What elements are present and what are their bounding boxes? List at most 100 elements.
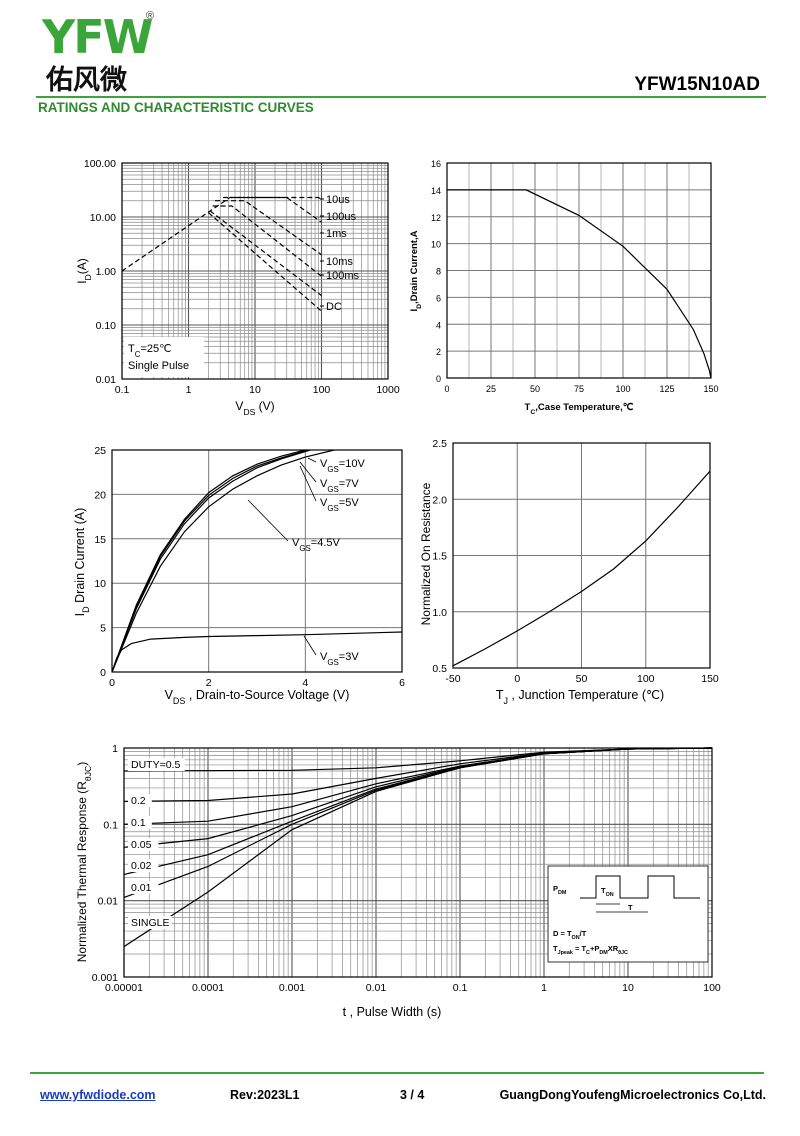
legend-100ms: 100ms: [326, 270, 360, 282]
y-tick-label: 6: [436, 293, 441, 303]
y-tick-label: 2.0: [432, 494, 447, 506]
annotation-single-pulse: Single Pulse: [128, 360, 189, 372]
series-line-id-vs-tc: [447, 189, 712, 379]
x-tick-label: 0.1: [453, 982, 468, 994]
x-tick-label: 150: [701, 673, 719, 685]
x-tick-label: 100: [615, 384, 630, 394]
y-tick-label: 16: [431, 159, 441, 169]
series-line-vgs-7v: [111, 450, 306, 673]
y-tick-label: 0: [436, 374, 441, 384]
series-label-bg: [128, 881, 159, 894]
y-tick-label: 0.1: [103, 819, 118, 831]
y-tick-label: 14: [431, 186, 441, 196]
series-label-bg: [128, 838, 159, 851]
x-tick-label: 100: [703, 982, 721, 994]
series-label-bg: [128, 816, 152, 829]
inset-ton-label: TON: [601, 886, 614, 898]
y-tick-label: 100.00: [84, 158, 116, 170]
chart-output-characteristics: [111, 449, 403, 673]
series-label-bg: [128, 916, 172, 929]
series-label-bg: [128, 794, 152, 807]
series-label-single: SINGLE: [131, 917, 170, 929]
y-axis-label: Normalized Thermal Response (RθJC): [75, 762, 93, 963]
section-title: RATINGS AND CHARACTERISTIC CURVES: [38, 100, 314, 115]
inset-pdm-label: PDM: [553, 884, 567, 896]
annotation-box: [124, 337, 204, 377]
series-label-0.05: 0.05: [131, 839, 152, 851]
series-line-0.1: [123, 747, 713, 825]
x-tick-label: -50: [445, 673, 460, 685]
brand-logo-chinese: 佑风微: [46, 65, 127, 96]
series-label-0.02: 0.02: [131, 860, 152, 872]
header-divider: [36, 96, 766, 98]
chart-id-vs-tc: [446, 162, 712, 379]
website-link[interactable]: www.yfwdiode.com: [40, 1088, 156, 1102]
y-tick-label: 0.01: [98, 896, 119, 908]
x-tick-label: 100: [637, 673, 655, 685]
part-number: YFW15N10AD: [634, 74, 760, 95]
series-leader: [299, 461, 317, 483]
y-tick-label: 0.001: [92, 972, 118, 984]
chart-rds-on-vs-tj: [452, 442, 711, 669]
y-tick-label: 0.01: [96, 374, 117, 386]
x-tick-label: 2: [206, 677, 212, 689]
registered-mark: ®: [146, 10, 155, 22]
plot-frame: [452, 442, 711, 669]
series-line-vgs-10v: [111, 449, 306, 673]
y-tick-label: 10.00: [90, 212, 116, 224]
series-leader: [299, 465, 317, 502]
y-axis-label: ID Drain Current (A): [73, 508, 91, 617]
y-tick-label: 5: [100, 623, 106, 635]
plot-frame: [111, 449, 403, 673]
x-tick-label: 150: [703, 384, 718, 394]
x-tick-label: 50: [530, 384, 540, 394]
y-tick-label: 1: [112, 743, 118, 755]
y-tick-label: 25: [94, 445, 106, 457]
x-axis-label: VDS , Drain-to-Source Voltage (V): [165, 688, 350, 706]
y-tick-label: 1.0: [432, 607, 447, 619]
x-tick-label: 0: [109, 677, 115, 689]
y-tick-label: 20: [94, 489, 106, 501]
inset-duty-equation: D = TON/T: [553, 929, 587, 941]
y-axis-label: ID,Drain Current,A: [409, 230, 423, 311]
y-axis-label: ID(A): [75, 258, 93, 284]
chart-soa: [121, 162, 389, 380]
series-leader: [307, 457, 317, 463]
series-leader: [247, 499, 289, 542]
series-label-vgs-7v: VGS=7V: [320, 478, 359, 494]
x-tick-label: 25: [486, 384, 496, 394]
plot-frame: [123, 747, 713, 978]
y-tick-label: 0: [100, 667, 106, 679]
x-tick-label: 0.01: [366, 982, 387, 994]
x-axis-label: TJ , Junction Temperature (℃): [496, 688, 664, 706]
x-tick-label: 1: [541, 982, 547, 994]
series-label-0.01: 0.01: [131, 882, 152, 894]
revision-label: Rev:2023L1: [230, 1088, 300, 1102]
x-tick-label: 10: [622, 982, 634, 994]
x-tick-label: 0.0001: [192, 982, 224, 994]
y-tick-label: 0.10: [96, 320, 117, 332]
series-label-vgs-10v: VGS=10V: [320, 458, 365, 474]
series-label-bg: [128, 758, 185, 771]
series-line-10us: [121, 196, 322, 272]
series-line-vgs-3v: [111, 631, 403, 673]
series-line-vgs-4.5v: [111, 449, 335, 673]
series-line-10ms: [212, 205, 322, 277]
x-tick-label: 100: [313, 384, 331, 396]
x-axis-label: TC,Case Temperature,℃: [525, 402, 634, 416]
series-label-bg: [128, 859, 159, 872]
company-name: GuangDongYoufengMicroelectronics Co,Ltd.: [499, 1088, 766, 1102]
series-line-0.02: [123, 747, 713, 876]
y-tick-label: 4: [436, 320, 441, 330]
x-tick-label: 0: [444, 384, 449, 394]
pulse-waveform: [580, 875, 700, 899]
series-label-vgs-5v: VGS=5V: [320, 497, 359, 513]
series-leader: [303, 635, 317, 656]
series-line-1ms: [215, 200, 322, 256]
legend-dc: DC: [326, 301, 342, 313]
brand-logo: YFW: [42, 10, 153, 64]
legend-10us: 10us: [326, 194, 350, 206]
y-axis-label: Normalized On Resistance: [419, 482, 433, 625]
footer-divider: [30, 1072, 764, 1074]
